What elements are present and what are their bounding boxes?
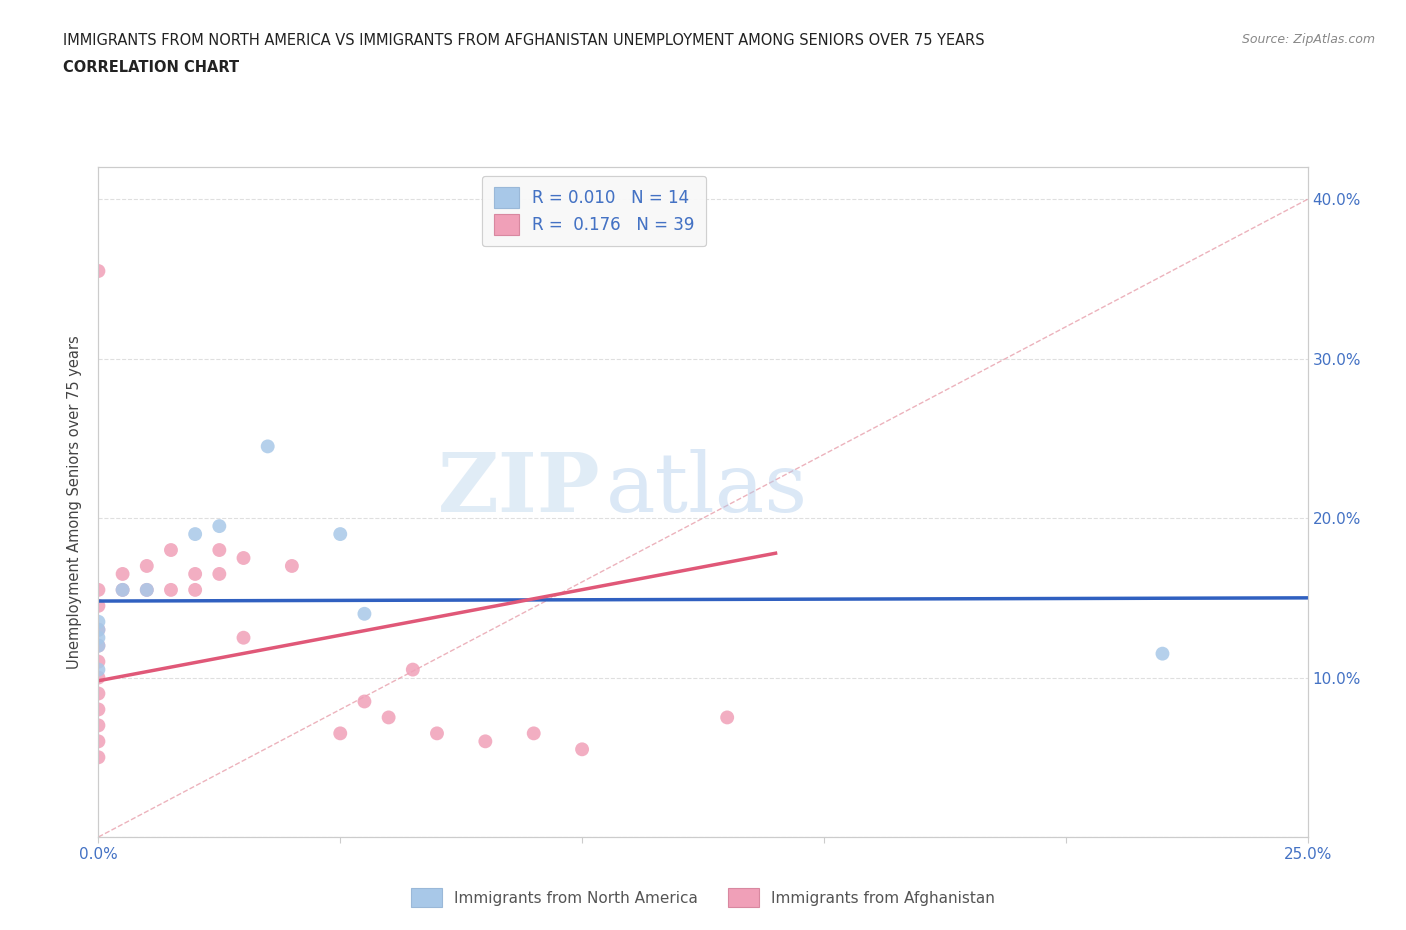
Point: [87, 750, 110, 764]
Point: [111, 582, 134, 597]
Legend: Immigrants from North America, Immigrants from Afghanistan: Immigrants from North America, Immigrant…: [405, 883, 1001, 913]
Point: [87, 654, 110, 669]
Point: [87, 622, 110, 637]
Text: IMMIGRANTS FROM NORTH AMERICA VS IMMIGRANTS FROM AFGHANISTAN UNEMPLOYMENT AMONG : IMMIGRANTS FROM NORTH AMERICA VS IMMIGRA…: [63, 33, 984, 47]
Y-axis label: Unemployment Among Seniors over 75 years: Unemployment Among Seniors over 75 years: [67, 336, 83, 669]
Point: [426, 726, 449, 741]
Point: [87, 622, 110, 637]
Point: [87, 638, 110, 653]
Point: [571, 742, 593, 757]
Point: [87, 671, 110, 685]
Point: [353, 694, 375, 709]
Point: [474, 734, 496, 749]
Point: [329, 526, 352, 541]
Point: [87, 631, 110, 645]
Point: [377, 710, 399, 724]
Point: [208, 519, 231, 534]
Point: [716, 710, 738, 724]
Point: [1152, 646, 1174, 661]
Text: atlas: atlas: [606, 449, 808, 529]
Point: [87, 718, 110, 733]
Legend: R = 0.010   N = 14, R =  0.176   N = 39: R = 0.010 N = 14, R = 0.176 N = 39: [482, 176, 706, 246]
Point: [87, 686, 110, 701]
Point: [184, 526, 207, 541]
Point: [184, 582, 207, 597]
Point: [87, 638, 110, 653]
Point: [160, 542, 183, 557]
Point: [256, 439, 278, 454]
Point: [87, 734, 110, 749]
Point: [523, 726, 546, 741]
Point: [353, 606, 375, 621]
Point: [232, 631, 254, 645]
Point: [87, 598, 110, 613]
Point: [135, 559, 157, 574]
Text: Source: ZipAtlas.com: Source: ZipAtlas.com: [1241, 33, 1375, 46]
Point: [135, 582, 157, 597]
Point: [184, 566, 207, 581]
Point: [208, 566, 231, 581]
Point: [111, 582, 134, 597]
Text: CORRELATION CHART: CORRELATION CHART: [63, 60, 239, 75]
Point: [208, 542, 231, 557]
Point: [160, 582, 183, 597]
Point: [87, 702, 110, 717]
Point: [87, 582, 110, 597]
Point: [402, 662, 425, 677]
Point: [87, 263, 110, 278]
Point: [87, 615, 110, 630]
Point: [281, 559, 304, 574]
Point: [135, 582, 157, 597]
Point: [232, 551, 254, 565]
Point: [87, 662, 110, 677]
Text: ZIP: ZIP: [437, 449, 600, 529]
Point: [111, 566, 134, 581]
Point: [329, 726, 352, 741]
